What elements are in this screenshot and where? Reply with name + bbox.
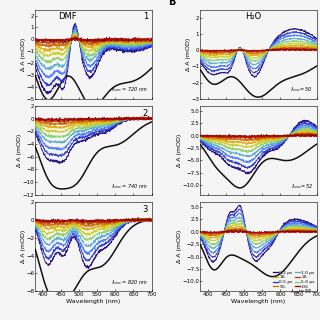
Text: $\lambda_{exc}$= 50: $\lambda_{exc}$= 50	[291, 85, 313, 94]
Text: 3: 3	[143, 205, 148, 214]
Y-axis label: Δ A (mOD): Δ A (mOD)	[178, 230, 182, 263]
Legend: 0.2 ps, 10-, 0.5 ps, 50-, 1.0 ps, 20-, 5.0 ps, -G5: 0.2 ps, 10-, 0.5 ps, 50-, 1.0 ps, 20-, 5…	[273, 270, 315, 289]
Text: $\lambda_{exc}$= 55: $\lambda_{exc}$= 55	[291, 287, 313, 296]
Text: $\lambda_{exc}$ = 820 nm: $\lambda_{exc}$ = 820 nm	[111, 278, 148, 287]
Y-axis label: Δ A (mOD): Δ A (mOD)	[186, 37, 191, 71]
Text: H₂O: H₂O	[245, 12, 261, 21]
Y-axis label: Δ A (mOD): Δ A (mOD)	[21, 37, 26, 71]
Y-axis label: Δ A (mOD): Δ A (mOD)	[21, 230, 26, 263]
Y-axis label: Δ A (mOD): Δ A (mOD)	[178, 134, 182, 167]
Text: 2: 2	[143, 108, 148, 117]
Text: $\lambda_{exc}$ = 740 nm: $\lambda_{exc}$ = 740 nm	[111, 182, 148, 190]
X-axis label: Wavelength (nm): Wavelength (nm)	[66, 299, 121, 304]
X-axis label: Wavelength (nm): Wavelength (nm)	[231, 299, 286, 304]
Y-axis label: Δ A (mOD): Δ A (mOD)	[18, 134, 22, 167]
Text: $\lambda_{exc}$ = 720 nm: $\lambda_{exc}$ = 720 nm	[111, 85, 148, 94]
Text: 1: 1	[143, 12, 148, 21]
Text: B: B	[168, 0, 175, 7]
Text: DMF: DMF	[59, 12, 77, 21]
Text: $\lambda_{exc}$= 52: $\lambda_{exc}$= 52	[291, 182, 313, 190]
